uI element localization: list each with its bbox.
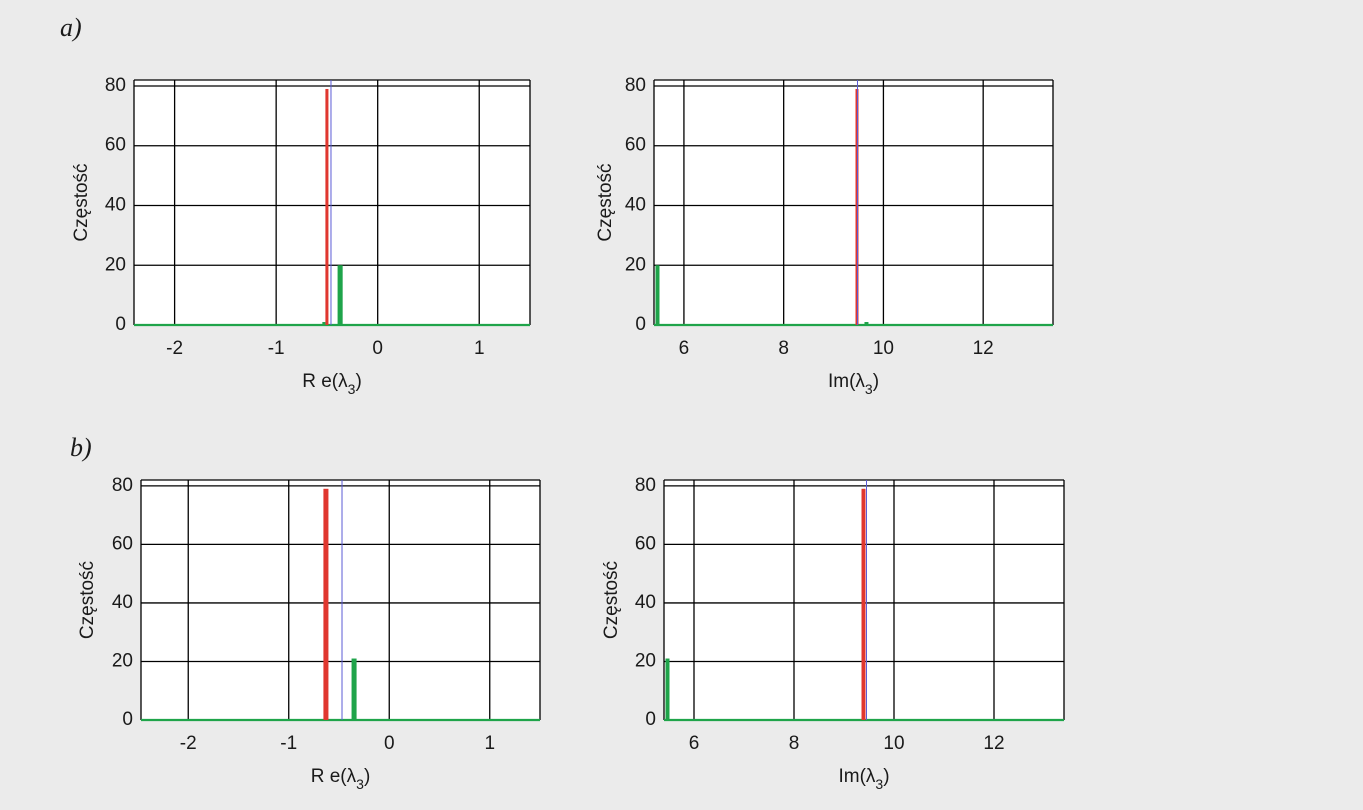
panel-label: b) bbox=[70, 433, 92, 462]
bar-red bbox=[861, 488, 866, 720]
y-tick-label: 40 bbox=[112, 592, 133, 613]
y-tick-label: 80 bbox=[625, 75, 646, 96]
x-tick-label: 10 bbox=[873, 338, 894, 359]
y-tick-label: 0 bbox=[635, 314, 646, 335]
x-axis-label: Im(λ3) bbox=[838, 766, 889, 792]
y-axis-label: Częstość bbox=[77, 561, 98, 639]
y-tick-label: 20 bbox=[625, 254, 646, 275]
x-axis-label: R e(λ3) bbox=[311, 766, 371, 792]
x-axis-label: Im(λ3) bbox=[828, 371, 879, 397]
x-axis-label-close: ) bbox=[364, 766, 370, 787]
y-tick-label: 80 bbox=[105, 75, 126, 96]
y-tick-label: 60 bbox=[105, 135, 126, 156]
chart-panel-2: 6 8 10 12 0 20 40 60 80 Częstość Im(λ3) bbox=[595, 75, 1054, 397]
y-axis-label: Częstość bbox=[595, 163, 616, 241]
y-axis-label: Częstość bbox=[71, 163, 92, 241]
bar-green bbox=[337, 265, 343, 325]
y-tick-label: 0 bbox=[645, 709, 656, 730]
y-tick-label: 20 bbox=[112, 650, 133, 671]
x-tick-label: -1 bbox=[268, 338, 285, 359]
y-tick-label: 0 bbox=[115, 314, 126, 335]
x-axis-label-close: ) bbox=[883, 766, 889, 787]
y-tick-label: 60 bbox=[112, 533, 133, 554]
x-axis-label-main: R e(λ bbox=[311, 766, 357, 787]
y-tick-label: 40 bbox=[635, 592, 656, 613]
plot-area bbox=[654, 80, 1053, 325]
y-tick-label: 20 bbox=[105, 254, 126, 275]
y-tick-label: 80 bbox=[112, 475, 133, 496]
bar-green bbox=[322, 322, 326, 325]
x-tick-label: -1 bbox=[280, 733, 297, 754]
x-tick-label: 6 bbox=[689, 733, 700, 754]
x-tick-label: 12 bbox=[973, 338, 994, 359]
x-axis-label-subscript: 3 bbox=[875, 776, 883, 792]
plot-area bbox=[141, 480, 540, 720]
panel-label: a) bbox=[60, 13, 82, 42]
y-tick-label: 60 bbox=[635, 533, 656, 554]
x-tick-label: 1 bbox=[474, 338, 485, 359]
x-tick-label: 8 bbox=[778, 338, 789, 359]
x-axis-label-main: Im(λ bbox=[828, 371, 865, 392]
y-tick-label: 80 bbox=[635, 475, 656, 496]
x-axis-label-subscript: 3 bbox=[348, 381, 356, 397]
y-tick-label: 40 bbox=[105, 195, 126, 216]
y-tick-label: 0 bbox=[122, 709, 133, 730]
x-tick-label: 12 bbox=[983, 733, 1004, 754]
x-tick-label: 1 bbox=[484, 733, 495, 754]
bar-green bbox=[665, 658, 670, 720]
bar-red bbox=[325, 88, 329, 326]
bar-red bbox=[323, 488, 329, 720]
x-axis-label-main: Im(λ bbox=[838, 766, 875, 787]
x-tick-label: 8 bbox=[789, 733, 800, 754]
x-axis-label: R e(λ3) bbox=[302, 371, 362, 397]
x-tick-label: 0 bbox=[384, 733, 395, 754]
y-tick-label: 20 bbox=[635, 650, 656, 671]
y-tick-label: 60 bbox=[625, 135, 646, 156]
plot-area bbox=[134, 80, 530, 325]
chart-panel-4: 6 8 10 12 0 20 40 60 80 Częstość Im(λ3) bbox=[601, 475, 1065, 792]
x-tick-label: 6 bbox=[679, 338, 690, 359]
x-axis-label-subscript: 3 bbox=[356, 776, 364, 792]
bar-green bbox=[655, 265, 660, 325]
x-tick-label: 10 bbox=[883, 733, 904, 754]
x-axis-label-subscript: 3 bbox=[865, 381, 873, 397]
x-tick-label: -2 bbox=[166, 338, 183, 359]
y-tick-label: 40 bbox=[625, 195, 646, 216]
bar-green bbox=[864, 322, 869, 325]
x-axis-label-main: R e(λ bbox=[302, 371, 348, 392]
x-tick-label: -2 bbox=[180, 733, 197, 754]
y-axis-label: Częstość bbox=[601, 561, 622, 639]
x-axis-label-close: ) bbox=[355, 371, 361, 392]
bar-green bbox=[351, 658, 357, 720]
x-axis-label-close: ) bbox=[873, 371, 879, 392]
x-tick-label: 0 bbox=[372, 338, 383, 359]
